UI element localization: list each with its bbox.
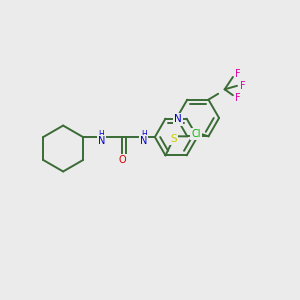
Text: N: N [98, 136, 105, 146]
Text: Cl: Cl [191, 129, 201, 139]
Text: F: F [236, 69, 241, 79]
Text: S: S [170, 134, 177, 144]
Text: H: H [98, 130, 104, 140]
Text: N: N [174, 115, 182, 124]
Text: O: O [119, 155, 126, 165]
Text: H: H [141, 130, 147, 140]
Text: F: F [236, 93, 241, 103]
Text: F: F [239, 81, 245, 91]
Text: N: N [140, 136, 147, 146]
